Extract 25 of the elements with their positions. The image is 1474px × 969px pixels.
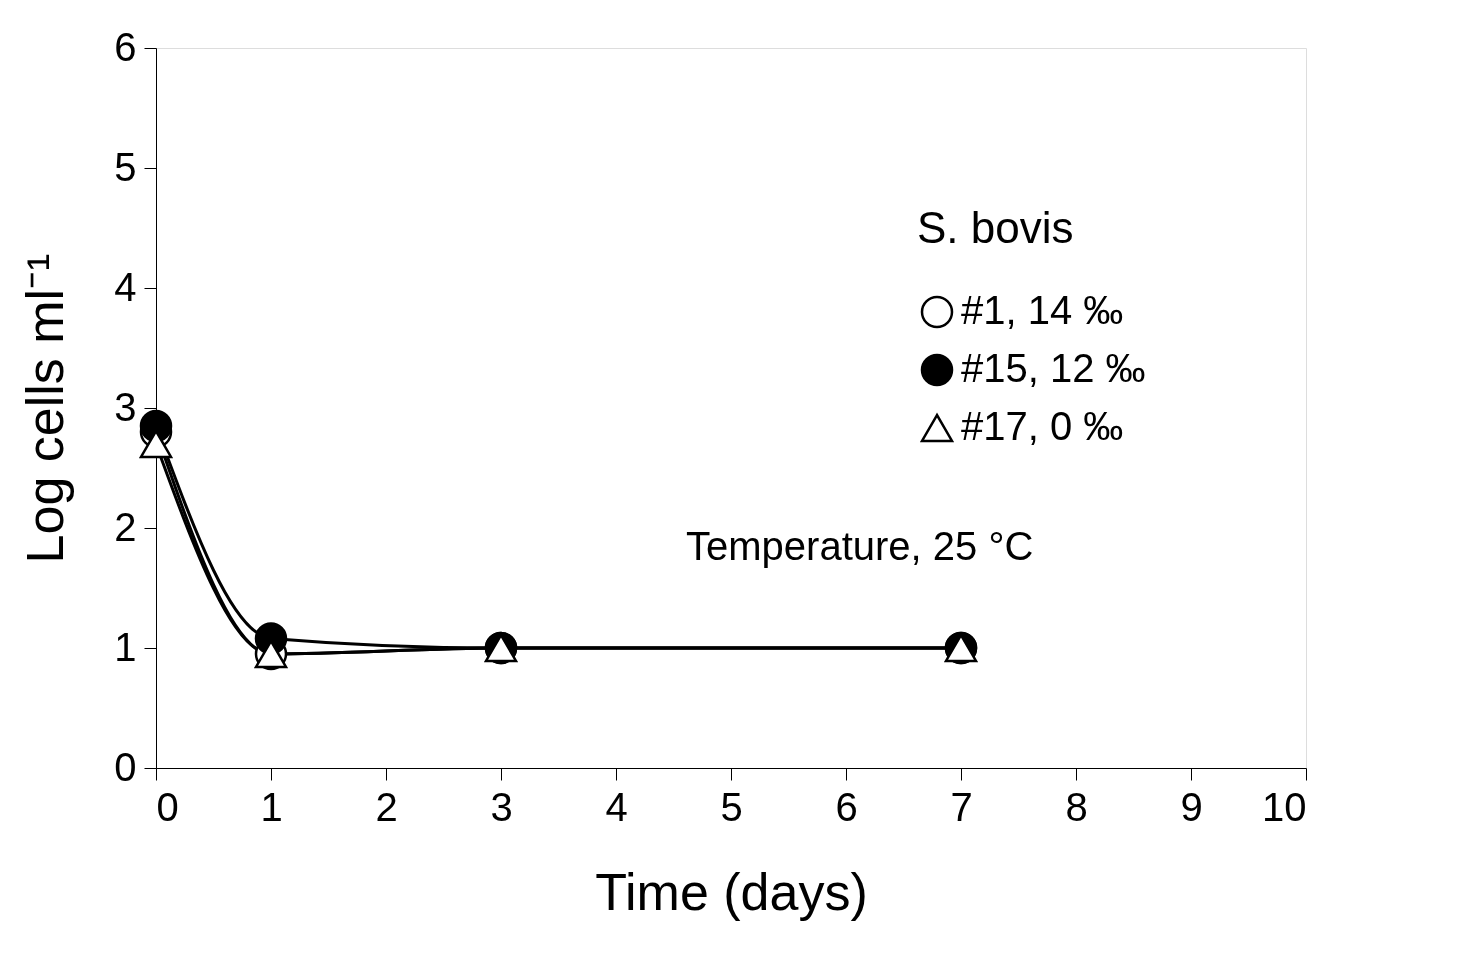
- x-axis-title: Time (days): [595, 862, 868, 921]
- x-tick-label: 5: [720, 784, 743, 829]
- y-tick-label: 6: [114, 24, 137, 69]
- y-tick-label: 2: [114, 504, 137, 549]
- x-tick-label: 9: [1180, 784, 1203, 829]
- x-tick-label: 6: [835, 784, 858, 829]
- x-tick-label: 8: [1065, 784, 1088, 829]
- y-tick-label: 4: [114, 264, 137, 309]
- legend-title: S. bovis: [917, 203, 1074, 252]
- legend-label: #15, 12 ‰: [961, 346, 1146, 390]
- x-tick-label: 1: [260, 784, 283, 829]
- y-tick-label: 3: [114, 384, 137, 429]
- x-tick-label: 2: [375, 784, 398, 829]
- y-tick-label: 0: [114, 744, 137, 789]
- y-tick-label: 5: [114, 144, 137, 189]
- x-tick-label: 0: [156, 784, 179, 829]
- legend-label: #17, 0 ‰: [961, 404, 1124, 448]
- legend-label: #1, 14 ‰: [961, 288, 1124, 332]
- x-tick-label: 3: [490, 784, 513, 829]
- x-tick-label: 10: [1262, 784, 1307, 829]
- annotation: Temperature, 25 °C: [686, 524, 1034, 568]
- y-axis-title: Log cells ml⁻¹: [16, 253, 75, 564]
- y-tick-label: 1: [114, 624, 137, 669]
- x-tick-label: 7: [950, 784, 973, 829]
- x-tick-label: 4: [605, 784, 628, 829]
